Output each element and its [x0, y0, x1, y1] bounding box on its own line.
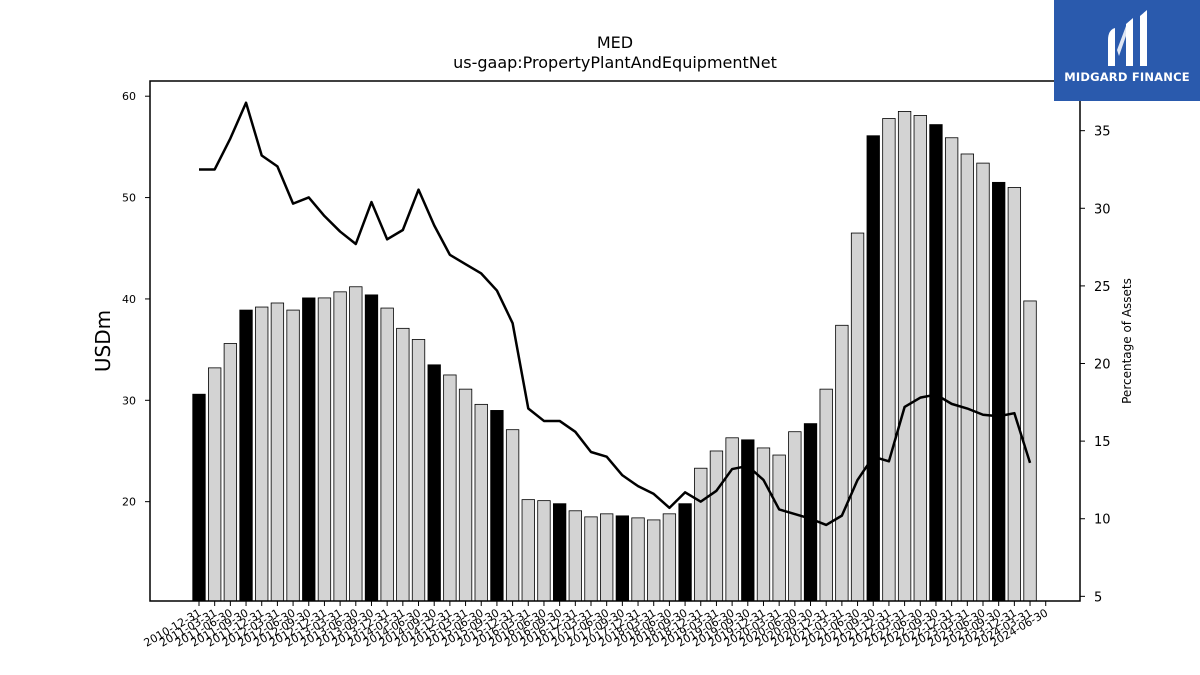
bar: [521, 499, 535, 602]
bar: [819, 388, 833, 602]
bar: [474, 403, 488, 602]
y2-tick-label: 20: [1094, 358, 1111, 373]
bar: [709, 450, 724, 602]
y2-tick-label: 15: [1094, 435, 1111, 450]
chart-subtitle: us-gaap:PropertyPlantAndEquipmentNet: [453, 53, 777, 72]
bar: [317, 297, 332, 602]
y-tick-label: 20: [122, 496, 136, 509]
y2-tick-label: 10: [1094, 513, 1111, 528]
bar: [270, 302, 285, 602]
y2-tick-label: 30: [1094, 202, 1111, 217]
bar: [960, 153, 974, 602]
bar: [223, 343, 238, 602]
bar: [443, 374, 457, 602]
bar: [631, 517, 645, 602]
y2-tick-label: 5: [1094, 590, 1102, 605]
brand-name: MIDGARD FINANCE: [1064, 70, 1190, 84]
y2-tick-label: 35: [1094, 125, 1111, 140]
left-axis-ticks: 20 30 40 50 60: [122, 90, 150, 509]
bar: [396, 327, 410, 602]
bar: [615, 515, 630, 602]
bar: [380, 307, 394, 602]
y-tick-label: 40: [122, 293, 136, 306]
y2-tick-label: 25: [1094, 280, 1111, 295]
bar: [1007, 187, 1022, 602]
bar: [725, 437, 739, 602]
bar: [913, 115, 927, 602]
percentage-line: [199, 101, 1032, 527]
bar: [803, 423, 818, 602]
y-tick-label: 50: [122, 192, 136, 205]
bar: [772, 454, 786, 602]
bar: [349, 286, 363, 602]
bar: [286, 309, 300, 602]
bar: [490, 410, 504, 602]
chart-title: MED: [597, 33, 633, 52]
brand-logo: MIDGARD FINANCE: [1054, 0, 1200, 101]
midgard-m-logo-icon: [1108, 10, 1147, 66]
y-axis-label: USDm: [91, 310, 115, 372]
bar: [944, 137, 959, 602]
bar: [364, 294, 379, 602]
bar: [866, 135, 880, 602]
bar: [600, 513, 614, 602]
bar: [694, 467, 708, 602]
bar: [302, 297, 316, 602]
bar: [552, 503, 567, 602]
bar: [255, 306, 269, 602]
bar: [992, 181, 1006, 602]
bar: [835, 324, 849, 602]
y-tick-label: 60: [122, 90, 136, 103]
bar: [976, 162, 990, 602]
bar: [427, 364, 441, 602]
bar: [662, 513, 677, 602]
y2-axis-label: Percentage of Assets: [1120, 278, 1134, 404]
bar-series: [192, 111, 1037, 602]
bar: [850, 232, 865, 602]
bar: [897, 111, 912, 602]
bar: [239, 309, 253, 602]
bar: [333, 291, 347, 602]
bar: [568, 510, 582, 602]
bar: [505, 429, 520, 602]
bar: [741, 439, 755, 602]
bar: [458, 388, 473, 602]
right-axis-ticks: 5 10 15 20 25 30 35: [1080, 125, 1111, 605]
bar: [192, 393, 206, 602]
bar: [929, 124, 943, 602]
x-axis-ticks: 2010-12-312011-03-312011-06-302011-09-30…: [142, 601, 1050, 650]
bar: [882, 118, 896, 602]
y-tick-label: 30: [122, 394, 136, 407]
bar: [411, 339, 426, 602]
bar: [647, 519, 661, 602]
bar: [537, 500, 551, 602]
bar: [584, 516, 598, 602]
bar: [756, 447, 771, 602]
plot-frame: [149, 80, 1081, 602]
bar: [208, 367, 222, 602]
bar: [678, 503, 692, 602]
